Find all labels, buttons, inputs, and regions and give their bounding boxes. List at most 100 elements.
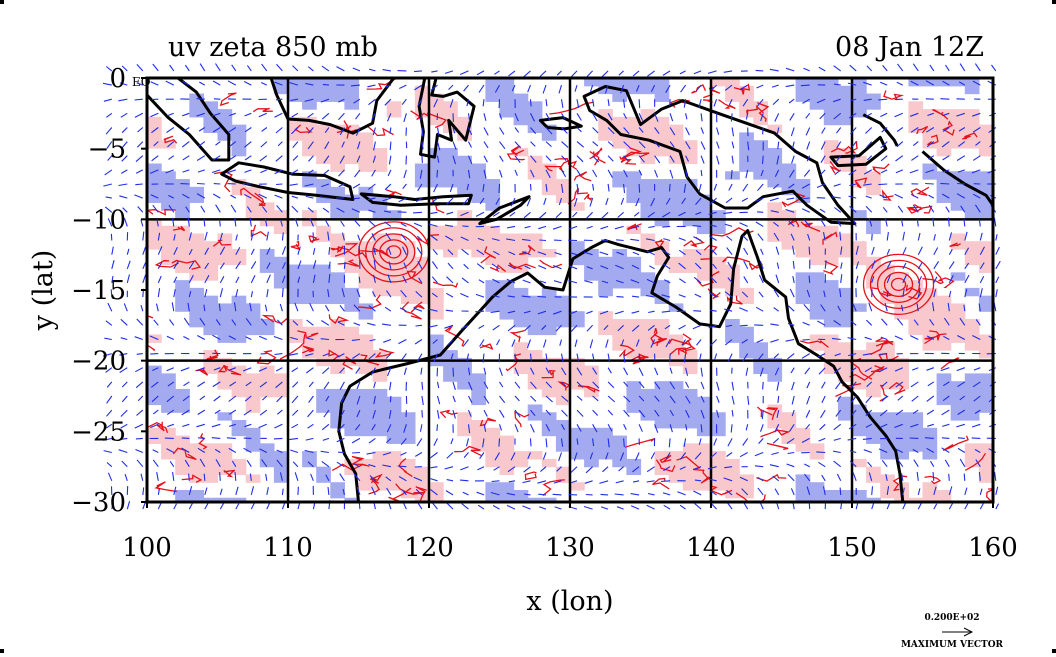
wind-vector xyxy=(639,184,640,193)
vorticity-cell xyxy=(979,257,994,265)
vorticity-cell xyxy=(203,265,218,273)
vorticity-cell xyxy=(246,404,261,412)
wind-vector xyxy=(127,501,129,509)
vorticity-cell xyxy=(203,311,218,319)
vorticity-cell xyxy=(979,140,994,148)
vorticity-cell xyxy=(937,373,952,381)
vorticity-cell xyxy=(528,350,543,358)
vorticity-cell xyxy=(429,311,444,319)
vorticity-cell xyxy=(429,288,444,296)
vorticity-cell xyxy=(330,272,345,280)
vorticity-cell xyxy=(401,412,416,420)
wind-vector xyxy=(197,99,205,100)
vorticity-cell xyxy=(316,467,331,475)
vorticity-cell xyxy=(500,311,515,319)
vorticity-cell xyxy=(485,443,500,451)
vorticity-cell xyxy=(359,202,374,210)
vorticity-cell xyxy=(232,303,247,311)
vorticity-cell xyxy=(570,241,585,249)
vorticity-cell xyxy=(387,101,402,109)
vorticity-cell xyxy=(852,490,867,498)
wind-vector xyxy=(437,424,438,431)
vorticity-cell xyxy=(232,296,247,304)
wind-vector xyxy=(631,506,639,509)
vorticity-cell xyxy=(514,233,529,241)
corner-mark xyxy=(0,0,4,4)
vorticity-cell xyxy=(316,327,331,335)
vorticity-cell xyxy=(711,226,726,234)
wind-vector xyxy=(353,68,360,71)
vorticity-cell xyxy=(316,140,331,148)
wind-vector xyxy=(143,263,146,269)
wind-vector xyxy=(663,71,670,76)
wind-vector xyxy=(150,354,158,355)
vorticity-cell xyxy=(387,482,402,490)
wind-vector xyxy=(390,396,391,402)
wind-vector xyxy=(770,69,779,71)
vorticity-cell xyxy=(330,148,345,156)
vorticity-cell xyxy=(373,420,388,428)
vorticity-cell xyxy=(979,171,994,179)
wind-vector xyxy=(104,99,112,101)
vorticity-cell xyxy=(979,335,994,343)
vorticity-cell xyxy=(471,373,486,381)
vorticity-cell xyxy=(852,101,867,109)
vorticity-cell xyxy=(810,86,825,94)
vorticity-cell xyxy=(894,358,909,366)
vorticity-cell xyxy=(725,94,740,102)
vorticity-cell xyxy=(923,436,938,444)
wind-vector xyxy=(940,99,949,100)
vorticity-cell xyxy=(344,86,359,94)
vorticity-cell xyxy=(626,125,641,133)
vorticity-cell xyxy=(485,303,500,311)
wind-vector xyxy=(344,262,345,269)
vorticity-cell xyxy=(697,412,712,420)
wind-vector xyxy=(103,184,111,186)
wind-vector xyxy=(107,410,112,416)
wind-vector xyxy=(136,438,143,439)
vorticity-cell xyxy=(373,373,388,381)
vorticity-cell xyxy=(203,327,218,335)
vorticity-cell xyxy=(260,389,275,397)
vorticity-cell xyxy=(725,335,740,343)
vorticity-cell xyxy=(528,451,543,459)
chart-title: uv zeta 850 mb xyxy=(168,32,378,63)
vorticity-cell xyxy=(316,86,331,94)
vorticity-cell xyxy=(344,140,359,148)
wind-vector xyxy=(276,184,282,185)
vorticity-cell xyxy=(979,296,994,304)
vorticity-cell xyxy=(189,233,204,241)
vector-key-value: 0.200E+02 xyxy=(924,613,979,623)
vorticity-cell xyxy=(894,412,909,420)
wind-vector xyxy=(189,474,190,481)
wind-vector xyxy=(122,396,127,402)
vorticity-cell xyxy=(725,459,740,467)
vorticity-cell xyxy=(443,109,458,117)
vorticity-cell xyxy=(330,296,345,304)
vorticity-cell xyxy=(344,327,359,335)
vorticity-cell xyxy=(246,397,261,405)
vorticity-cell xyxy=(767,373,782,381)
vorticity-cell xyxy=(175,280,190,288)
vorticity-cell xyxy=(485,94,500,102)
vorticity-cell xyxy=(923,311,938,319)
wind-vector xyxy=(996,247,1000,255)
vorticity-cell xyxy=(471,397,486,405)
vorticity-cell xyxy=(500,257,515,265)
wind-vector xyxy=(143,487,144,495)
vorticity-cell xyxy=(697,272,712,280)
vorticity-cell xyxy=(203,296,218,304)
wind-vector xyxy=(204,219,205,226)
vorticity-cell xyxy=(965,373,980,381)
wind-vector xyxy=(136,156,143,162)
vorticity-cell xyxy=(359,140,374,148)
vorticity-cell xyxy=(824,140,839,148)
vorticity-cell xyxy=(429,335,444,343)
vorticity-cell xyxy=(542,164,557,172)
vorticity-cell xyxy=(373,482,388,490)
wind-vector xyxy=(913,64,918,71)
vorticity-cell xyxy=(443,358,458,366)
vorticity-cell xyxy=(514,319,529,327)
vorticity-cell xyxy=(189,490,204,498)
vorticity-cell xyxy=(753,342,768,350)
